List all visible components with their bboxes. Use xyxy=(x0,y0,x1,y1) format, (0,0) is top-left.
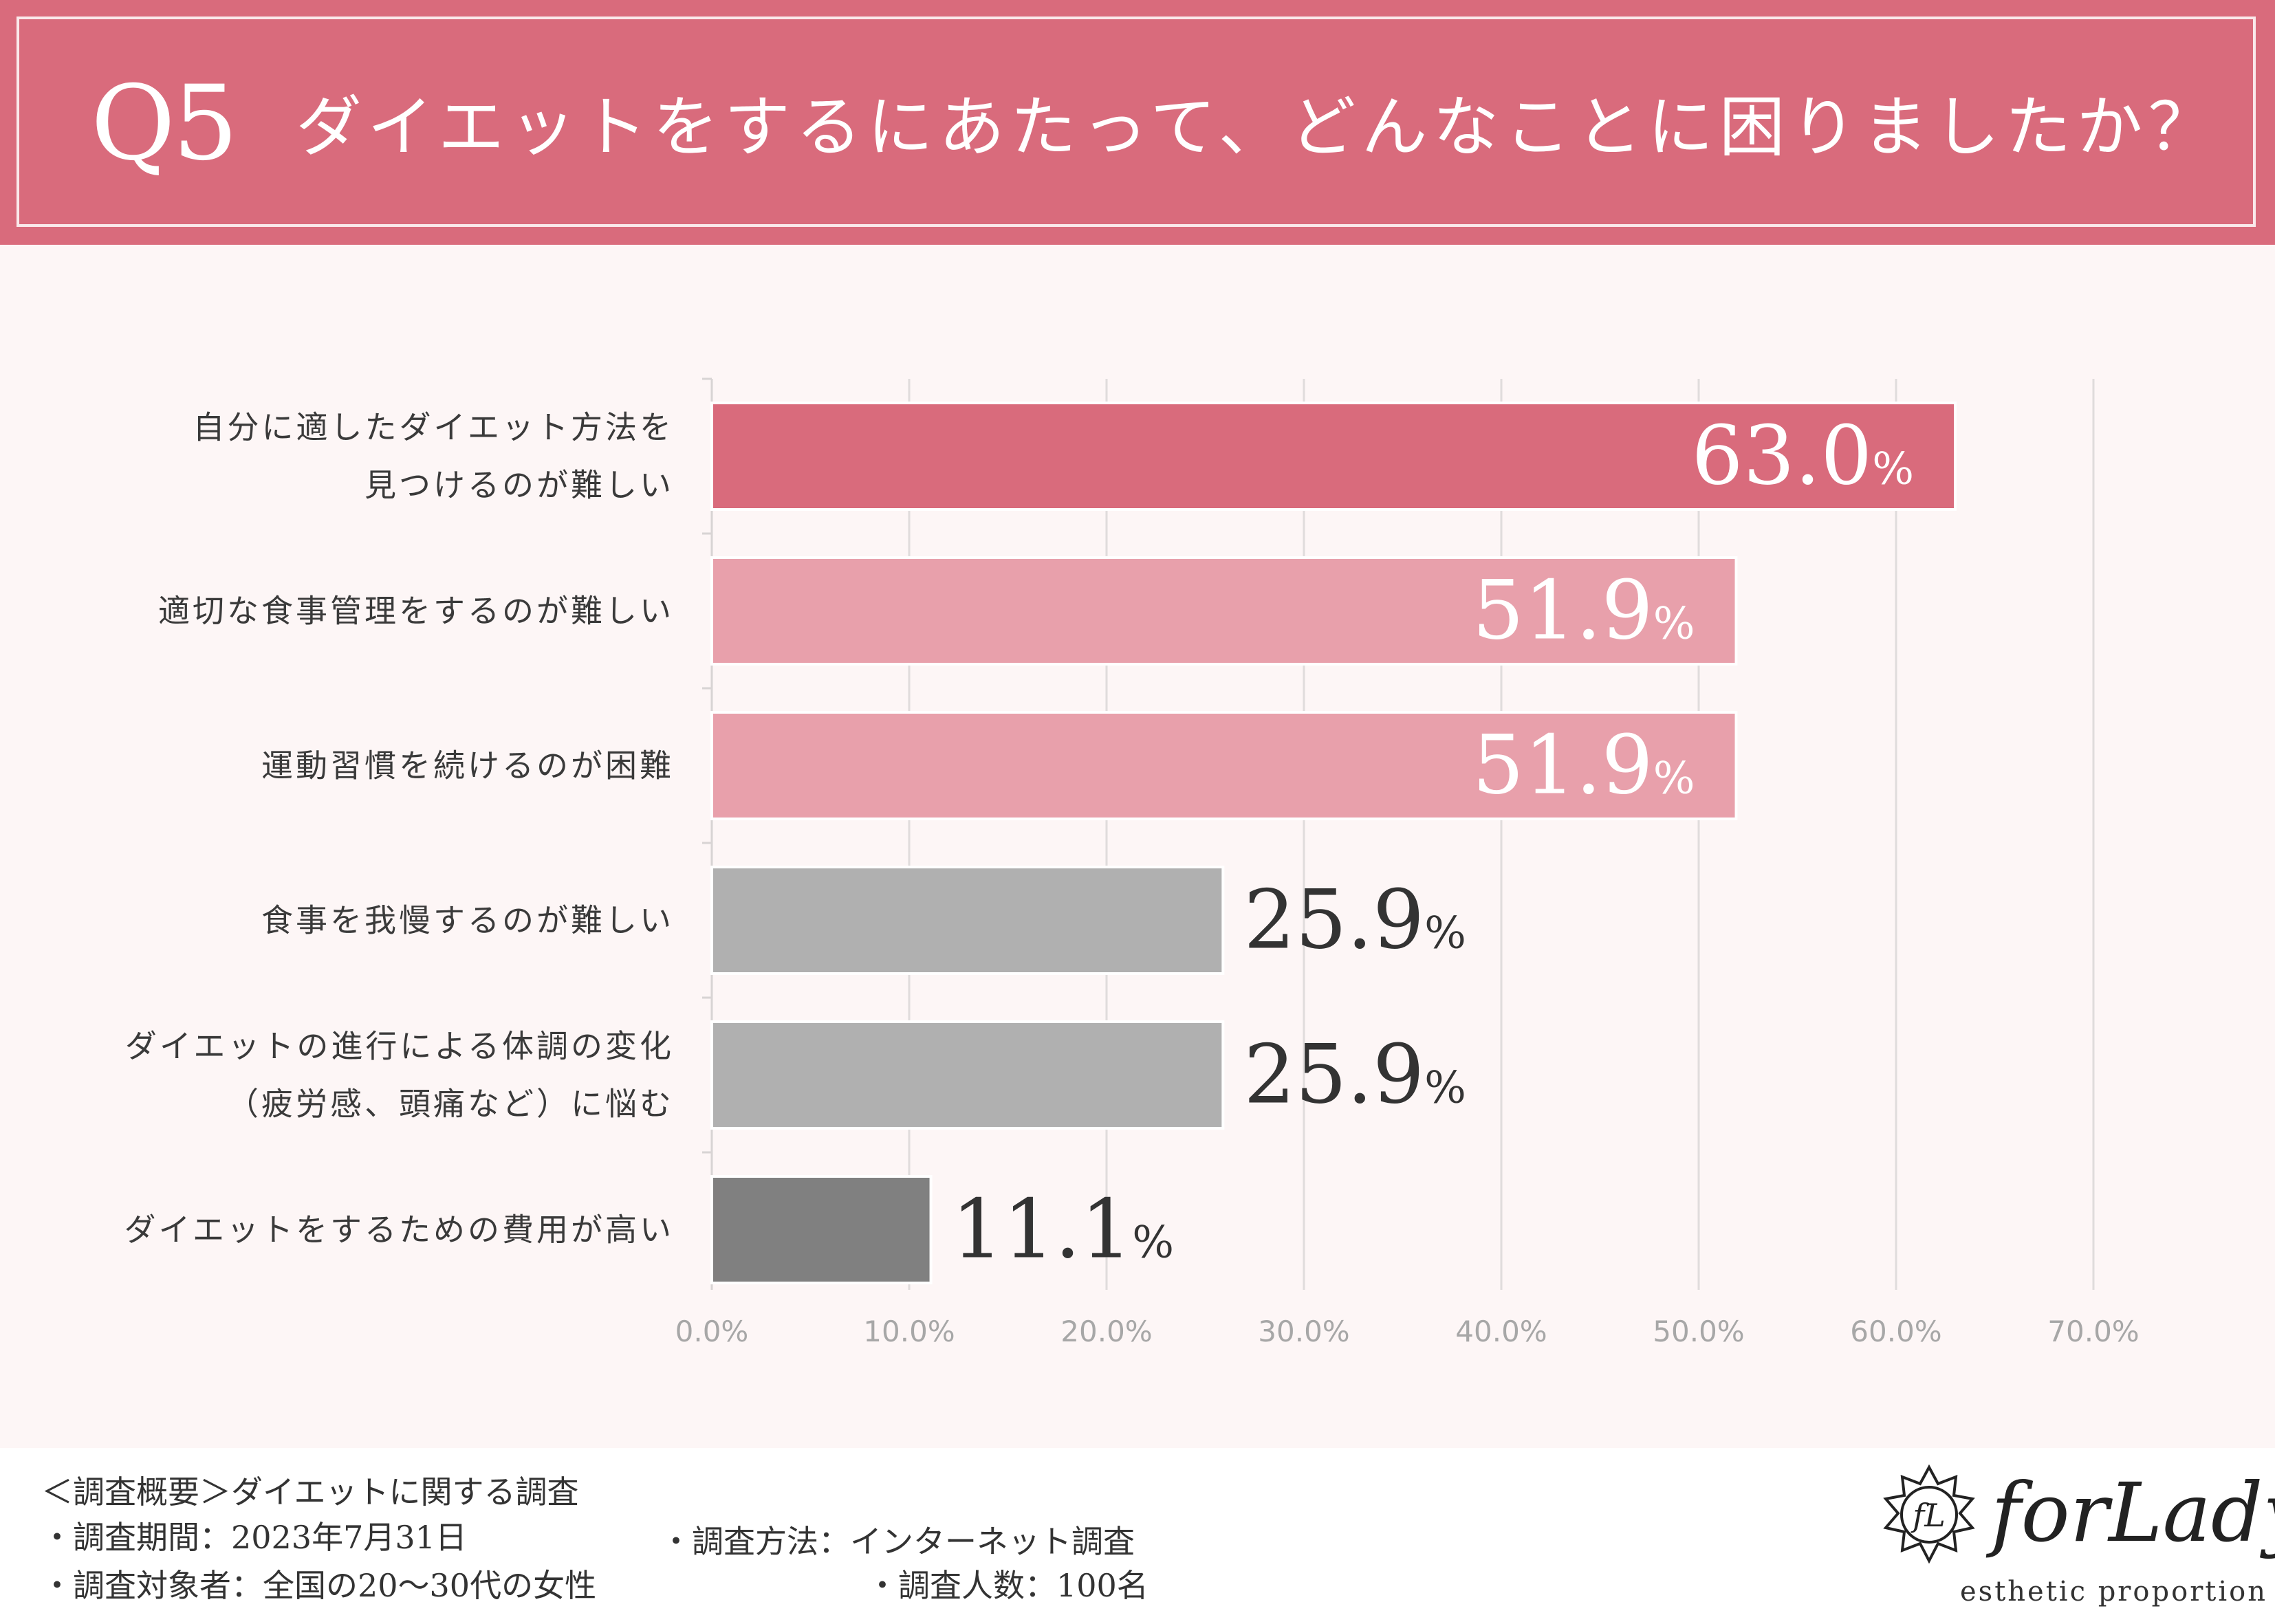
footer xyxy=(0,1448,2275,1624)
x-tick-label-4: 40.0% xyxy=(1455,1315,1547,1348)
value-number-2: 51.9 xyxy=(1472,718,1653,813)
value-label-3: 25.9% xyxy=(1243,873,1466,967)
logo-name: forLady xyxy=(1991,1465,2275,1560)
x-tick-label-0: 0.0% xyxy=(675,1315,749,1348)
header-frame xyxy=(17,17,2256,227)
logo-monogram: fL xyxy=(1911,1497,1946,1534)
category-label-3-0: 食事を我慢するのが難しい xyxy=(261,902,674,939)
category-label-2-0: 運動習慣を続けるのが困難 xyxy=(261,747,674,784)
value-unit-3: % xyxy=(1424,908,1466,959)
value-number-5: 11.1 xyxy=(952,1182,1133,1277)
value-label-4: 25.9% xyxy=(1243,1027,1466,1122)
value-label-5: 11.1% xyxy=(952,1182,1175,1277)
value-number-1: 51.9 xyxy=(1472,563,1653,658)
x-tick-label-2: 20.0% xyxy=(1060,1315,1152,1348)
category-label-0-0: 自分に適したダイエット方法を xyxy=(193,409,674,446)
value-unit-5: % xyxy=(1132,1218,1174,1269)
value-unit-1: % xyxy=(1653,599,1695,650)
value-unit-4: % xyxy=(1424,1063,1466,1114)
bar-3 xyxy=(710,866,1225,975)
bar-1 xyxy=(710,556,1738,666)
value-number-4: 25.9 xyxy=(1243,1027,1424,1122)
value-number-0: 63.0 xyxy=(1692,408,1873,503)
logo-tagline: esthetic proportion xyxy=(1960,1576,2268,1607)
question-number: Q5 xyxy=(91,64,238,184)
category-label-5-0: ダイエットをするための費用が高い xyxy=(124,1211,674,1249)
bar-5 xyxy=(710,1175,933,1284)
bar-4 xyxy=(710,1020,1225,1130)
survey-count: ・調査人数：100名 xyxy=(867,1567,1149,1604)
value-label-1: 51.9% xyxy=(1472,563,1695,658)
value-number-3: 25.9 xyxy=(1243,873,1424,967)
bar-chart: 0.0% 10.0% 20.0% 30.0% 40.0% 50.0% 60.0% 70.0% 自… xyxy=(124,377,2140,1348)
survey-target: ・調査対象者：全国の20〜30代の女性 xyxy=(41,1567,597,1604)
survey-title: ＜調査概要＞ダイエットに関する調査 xyxy=(41,1473,579,1511)
x-tick-label-1: 10.0% xyxy=(863,1315,955,1348)
survey-method: ・調査方法：インターネット調査 xyxy=(660,1523,1135,1560)
survey-period: ・調査期間：2023年7月31日 xyxy=(41,1519,467,1556)
value-label-2: 51.9% xyxy=(1472,718,1695,813)
x-tick-label-5: 50.0% xyxy=(1653,1315,1744,1348)
category-label-0-1: 見つけるのが難しい xyxy=(364,467,674,504)
category-label-4-1: （疲労感、頭痛など）に悩む xyxy=(227,1086,674,1123)
value-unit-2: % xyxy=(1653,754,1695,804)
bar-0 xyxy=(710,402,1957,511)
x-tick-label-7: 70.0% xyxy=(2047,1315,2139,1348)
bar-2 xyxy=(710,711,1738,820)
value-unit-0: % xyxy=(1872,444,1914,495)
category-label-1-0: 適切な食事管理をするのが難しい xyxy=(158,593,674,630)
value-label-0: 63.0% xyxy=(1692,408,1915,503)
x-tick-label-6: 60.0% xyxy=(1850,1315,1941,1348)
category-label-4-0: ダイエットの進行による体調の変化 xyxy=(125,1028,674,1065)
x-tick-label-3: 30.0% xyxy=(1258,1315,1349,1348)
forlady-logo-icon: fL xyxy=(1883,1464,1975,1564)
header-banner: Q5 ダイエットをするにあたって、どんなことに困りましたか？ xyxy=(0,0,2275,245)
question-text: ダイエットをするにあたって、どんなことに困りましたか？ xyxy=(296,89,2220,166)
